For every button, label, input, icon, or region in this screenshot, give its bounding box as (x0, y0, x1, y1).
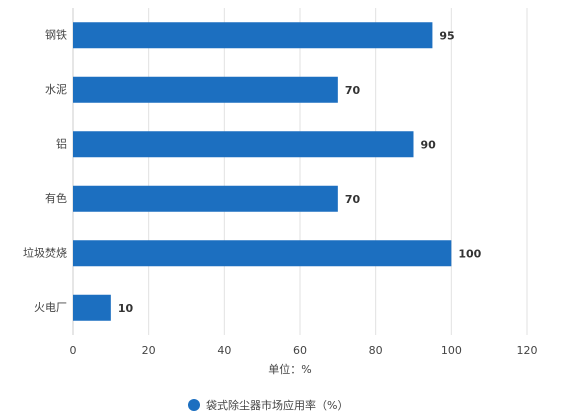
bar (73, 294, 111, 321)
value-label: 70 (345, 193, 361, 206)
x-tick-label: 60 (293, 344, 307, 357)
x-axis-label: 单位：% (268, 362, 311, 376)
value-label: 95 (439, 29, 454, 42)
legend-label: 袋式除尘器市场应用率（%） (206, 398, 348, 412)
value-label: 10 (118, 302, 134, 315)
y-tick-label: 垃圾焚烧 (23, 245, 67, 259)
value-label: 70 (345, 84, 361, 97)
x-tick-label: 80 (369, 344, 383, 357)
bar (73, 240, 452, 267)
x-tick-label: 40 (217, 344, 231, 357)
bar (73, 22, 433, 49)
legend-marker (188, 399, 200, 411)
value-label: 100 (458, 247, 481, 260)
bar (73, 185, 338, 212)
x-tick-label: 20 (142, 344, 156, 357)
value-label: 90 (421, 138, 437, 151)
y-tick-label: 铝 (56, 136, 67, 150)
y-tick-label: 有色 (45, 191, 67, 205)
x-tick-label: 0 (70, 344, 77, 357)
bar (73, 131, 414, 158)
x-tick-label: 120 (517, 344, 538, 357)
x-tick-label: 100 (441, 344, 462, 357)
bar (73, 76, 338, 103)
y-tick-label: 钢铁 (45, 28, 67, 41)
y-tick-label: 火电厂 (34, 301, 67, 314)
y-tick-label: 水泥 (45, 83, 67, 96)
